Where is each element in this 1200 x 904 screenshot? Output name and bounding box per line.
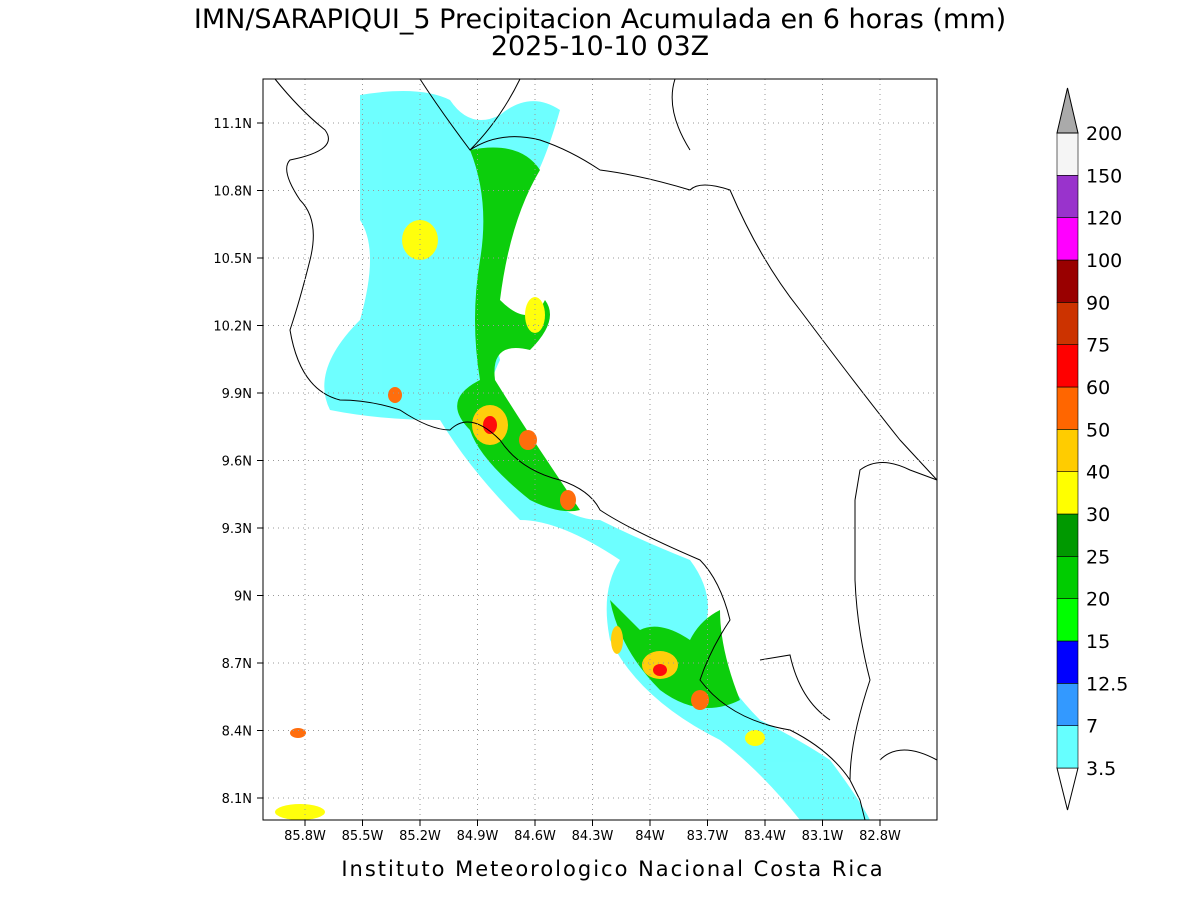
colorbar-segment (1056, 259, 1079, 303)
colorbar-segment (1056, 640, 1079, 684)
lat-label: 10.2N (213, 320, 252, 335)
colorbar-segment (1056, 725, 1079, 769)
subtitle: 2025-10-10 03Z (491, 31, 709, 62)
colorbar-segment (1056, 598, 1079, 642)
border (849, 462, 938, 781)
lon-label: 85.5W (342, 829, 384, 844)
colorbar-label: 90 (1086, 292, 1110, 314)
coast (759, 654, 938, 761)
lat-label: 8.7N (222, 657, 252, 672)
colorbar-label: 25 (1086, 546, 1110, 568)
colorbar-segment (1056, 683, 1079, 726)
precip-area (402, 220, 438, 260)
colorbar-label: 200 (1086, 123, 1122, 145)
lat-label: 8.1N (222, 792, 252, 807)
lat-label: 9.3N (222, 522, 252, 537)
border (469, 78, 691, 151)
colorbar-label: 150 (1086, 165, 1122, 187)
lon-label: 84.9W (457, 829, 499, 844)
precip-area (275, 804, 325, 820)
title: IMN/SARAPIQUI_5 Precipitacion Acumulada … (194, 4, 1006, 35)
colorbar-segment (1056, 386, 1079, 430)
coastlines (274, 78, 938, 821)
lon-label: 83.7W (687, 829, 729, 844)
colorbar-label: 12.5 (1086, 673, 1128, 695)
precip-area (519, 430, 537, 450)
lat-label: 9N (234, 590, 252, 605)
colorbar-label: 50 (1086, 419, 1110, 441)
lat-label: 10.5N (213, 252, 252, 267)
colorbar-segment (1056, 513, 1079, 557)
precip-area (324, 91, 870, 820)
colorbar-segment (1056, 132, 1079, 176)
colorbar-segment (1056, 217, 1079, 261)
lon-label: 83.4W (744, 829, 786, 844)
precip-area (483, 416, 497, 434)
footer: Instituto Meteorologico Nacional Costa R… (341, 857, 884, 881)
colorbar-label: 20 (1086, 589, 1110, 611)
lon-label: 85.8W (284, 829, 326, 844)
precip-area (610, 600, 740, 708)
lon-label: 83.1W (802, 829, 844, 844)
colorbar-segment (1056, 556, 1079, 599)
lat-label: 9.9N (222, 387, 252, 402)
precip-area (290, 728, 306, 738)
lon-label: 82.8W (859, 829, 901, 844)
precip-area (560, 490, 576, 510)
colorbar-segment (1056, 302, 1079, 345)
colorbar-label: 75 (1086, 335, 1110, 357)
map-frame (262, 78, 938, 821)
colorbar-segment (1056, 429, 1079, 472)
colorbar-low (1056, 767, 1079, 811)
lon-label: 85.2W (399, 829, 441, 844)
precip-area (611, 626, 623, 654)
precip-area (388, 387, 402, 403)
caribbean-coast (419, 78, 938, 481)
colorbar-label: 120 (1086, 208, 1122, 230)
colorbar-label: 30 (1086, 504, 1110, 526)
map (262, 78, 938, 821)
precip-area (691, 690, 709, 710)
colorbar-label: 40 (1086, 462, 1110, 484)
lon-label: 84.3W (572, 829, 614, 844)
pacific-coast (274, 78, 866, 821)
lat-label: 11.1N (213, 117, 252, 132)
colorbar-segment (1056, 471, 1079, 515)
precip-area (653, 664, 667, 676)
colorbar-high (1056, 87, 1079, 134)
precip-area (745, 730, 765, 746)
precip-field (275, 91, 870, 820)
colorbar-label: 15 (1086, 631, 1110, 653)
lat-label: 9.6N (222, 455, 252, 470)
colorbar-label: 7 (1086, 716, 1098, 738)
lon-label: 84.6W (514, 829, 556, 844)
lon-label: 84W (635, 829, 665, 844)
colorbar-label: 60 (1086, 377, 1110, 399)
lat-label: 10.8N (213, 185, 252, 200)
colorbar-segment (1056, 175, 1079, 218)
colorbar-segment (1056, 344, 1079, 388)
lat-label: 8.4N (222, 725, 252, 740)
colorbar-label: 100 (1086, 250, 1122, 272)
colorbar-label: 3.5 (1086, 758, 1116, 780)
